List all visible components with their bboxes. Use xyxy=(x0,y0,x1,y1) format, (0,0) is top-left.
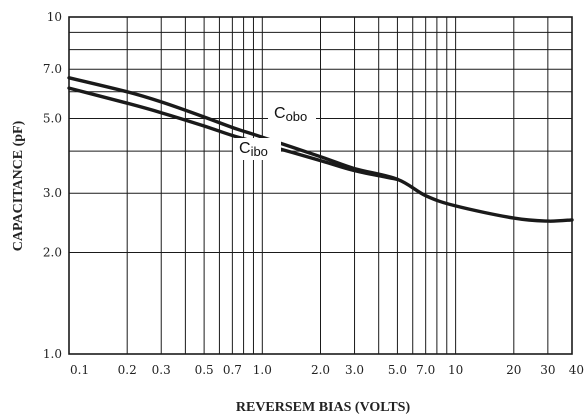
x-tick-label: 2.0 xyxy=(311,363,330,377)
series-labels: Cobo Cibo xyxy=(233,103,316,160)
x-tick-label: 5.0 xyxy=(388,363,407,377)
x-tick-label: 30 xyxy=(540,363,555,377)
y-tick-label: 10 xyxy=(47,10,62,24)
x-axis-title: REVERSEM BIAS (VOLTS) xyxy=(236,400,411,415)
series-line-cibo xyxy=(67,86,400,181)
series-label-background xyxy=(233,138,281,160)
x-tick-label: 7.0 xyxy=(416,363,435,377)
y-tick-label: 2.0 xyxy=(43,246,62,260)
series-label-cobo: Cobo xyxy=(268,103,316,125)
x-tick-label: 40 xyxy=(569,363,584,377)
series-label-text: Cobo xyxy=(274,105,307,124)
x-tick-label: 20 xyxy=(506,363,521,377)
x-tick-label: 3.0 xyxy=(345,363,364,377)
x-tick-label: 0.1 xyxy=(70,363,89,377)
series-label-cibo: Cibo xyxy=(233,138,281,160)
grid xyxy=(68,16,573,355)
series-label-background xyxy=(268,103,316,125)
x-tick-label: 1.0 xyxy=(253,363,272,377)
y-tick-label: 5.0 xyxy=(43,111,62,125)
x-tick-label: 0.7 xyxy=(223,363,242,377)
x-tick-label: 0.3 xyxy=(152,363,171,377)
series-line-cobo xyxy=(67,76,574,223)
tick-labels: 0.1 0.2 0.3 0.5 0.7 1.0 2.0 3.0 5.0 7.0 10 20 30 40 1.… xyxy=(43,10,584,377)
x-tick-label: 0.5 xyxy=(195,363,214,377)
x-tick-label: 0.2 xyxy=(118,363,137,377)
y-tick-label: 7.0 xyxy=(43,62,62,76)
series-label-text: Cibo xyxy=(239,140,268,159)
y-tick-label: 3.0 xyxy=(43,186,62,200)
plot-frame xyxy=(68,16,573,355)
y-tick-label: 1.0 xyxy=(43,347,62,361)
series-curves xyxy=(67,76,574,223)
y-axis-title: CAPACITANCE (pF) xyxy=(11,120,26,251)
x-tick-label: 10 xyxy=(448,363,463,377)
